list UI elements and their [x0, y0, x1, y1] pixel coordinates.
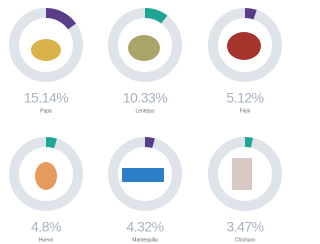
value-label: 10.33% [123, 90, 168, 106]
carton-icon [232, 158, 252, 190]
value-label: 4.32% [126, 219, 163, 235]
value-label: 5.12% [226, 90, 263, 106]
donut-arc [46, 13, 72, 26]
value-label: 3.47% [226, 219, 263, 235]
donut-arc [245, 142, 252, 143]
donut-arc [145, 13, 164, 20]
category-label: Huevo [39, 237, 54, 243]
butter-icon [122, 168, 164, 182]
lentils-icon [128, 35, 160, 61]
infographic: 15.14% Papa 10.33% Lentejas 5.12% Frijol 4.8% H… [0, 0, 293, 244]
category-label: Papa [40, 108, 52, 114]
value-label: 4.8% [31, 219, 61, 235]
donut-arc [46, 142, 56, 143]
potato-icon [31, 39, 61, 61]
category-label: Chícharo [235, 237, 256, 243]
donut-arc [245, 13, 255, 15]
category-label: Mantequilla [132, 237, 158, 243]
egg-icon [35, 162, 57, 190]
donut-arc [145, 142, 154, 143]
category-label: Lentejas [136, 108, 155, 114]
category-label: Frijol [240, 108, 251, 114]
beans-icon [227, 32, 261, 60]
value-label: 15.14% [24, 90, 69, 106]
